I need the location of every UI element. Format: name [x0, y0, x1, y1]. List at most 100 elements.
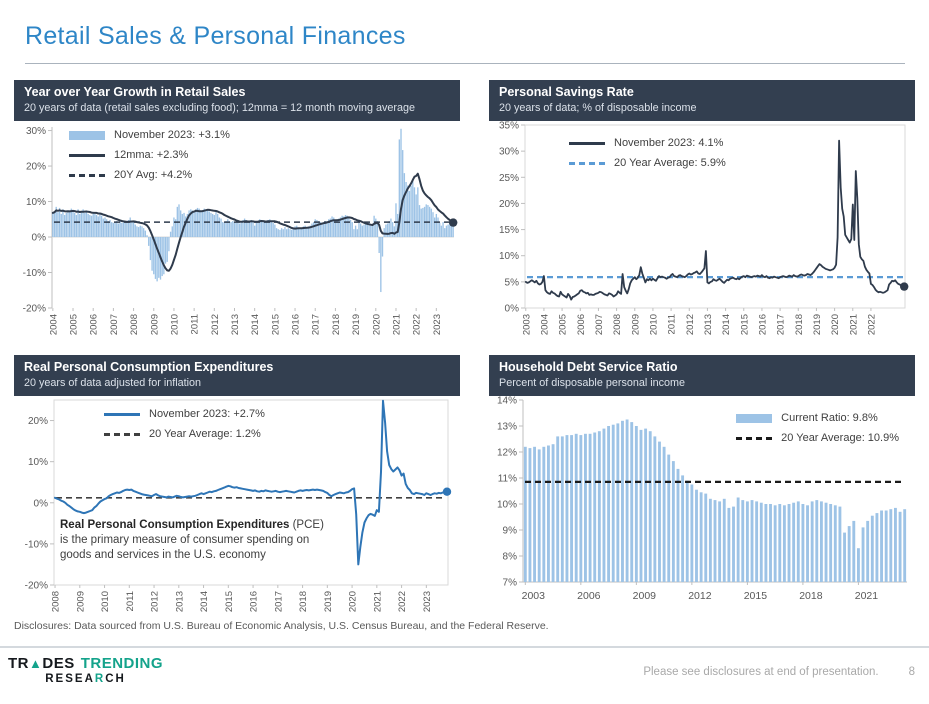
- bar: [796, 501, 800, 583]
- x-axis-label: 2011: [125, 591, 136, 611]
- x-axis-label: 2004: [539, 314, 550, 335]
- latest-value-dot: [442, 487, 452, 497]
- bar: [299, 229, 301, 238]
- bar: [321, 222, 323, 238]
- bar: [277, 229, 279, 238]
- bar: [161, 237, 163, 277]
- x-axis-label: 2013: [703, 314, 714, 335]
- bar: [240, 222, 242, 238]
- bar: [316, 220, 318, 238]
- y-axis-label: 20%: [28, 416, 48, 427]
- bar: [824, 502, 828, 583]
- bar: [94, 214, 96, 238]
- x-axis-label: 2018: [331, 314, 342, 335]
- x-axis-label: 2008: [129, 314, 140, 335]
- x-axis-label: 2017: [311, 314, 322, 335]
- x-axis-label: 2013: [230, 314, 241, 335]
- bar: [852, 521, 856, 583]
- bar: [439, 222, 441, 238]
- bar: [211, 214, 214, 238]
- bar: [435, 214, 438, 238]
- bar: [307, 226, 310, 238]
- bar: [60, 214, 62, 238]
- panel-real-pce: Real Personal Consumption Expenditures 2…: [14, 355, 460, 630]
- legend-item: November 2023: +3.1%: [69, 129, 230, 141]
- bar: [420, 208, 422, 238]
- x-axis-label: 2017: [273, 591, 284, 612]
- bar: [156, 237, 158, 282]
- x-axis-label: 2020: [348, 591, 359, 612]
- bar: [708, 498, 712, 583]
- bar: [250, 220, 252, 238]
- x-axis-label: 2022: [397, 591, 408, 612]
- bar: [208, 211, 210, 238]
- bar: [433, 217, 436, 238]
- chart-header: Household Debt Service Ratio Percent of …: [489, 355, 915, 397]
- logo-line-1: TR▲DES TRENDING: [8, 656, 163, 672]
- bar: [129, 217, 131, 238]
- bar: [556, 436, 560, 583]
- bar: [52, 212, 54, 238]
- x-axis-label: 2023: [432, 314, 443, 335]
- bar: [104, 217, 106, 238]
- bar: [200, 210, 202, 238]
- bar: [117, 223, 120, 238]
- bar: [109, 220, 111, 238]
- plot-border: [524, 124, 906, 309]
- bar: [193, 211, 195, 238]
- x-axis-label: 2018: [799, 590, 823, 602]
- bar: [174, 219, 177, 238]
- y-axis-label: 12%: [497, 448, 517, 459]
- bar: [381, 237, 384, 257]
- chart-header: Personal Savings Rate 20 years of data; …: [489, 80, 915, 122]
- bar: [169, 231, 172, 238]
- bar: [95, 215, 98, 238]
- y-axis-label: 13%: [497, 422, 517, 433]
- chart-title: Real Personal Consumption Expenditures: [24, 360, 274, 374]
- bar: [180, 210, 182, 238]
- bar: [218, 217, 221, 238]
- bar: [319, 222, 321, 238]
- bar: [430, 208, 432, 238]
- legend: November 2023: +3.1% 12mma: +2.3% 20Y Avg:…: [69, 129, 230, 181]
- bar: [90, 215, 93, 238]
- x-axis-label: 2019: [812, 314, 823, 335]
- bar: [201, 211, 204, 238]
- x-axis-label: 2014: [721, 314, 732, 335]
- bar: [314, 219, 316, 238]
- bar: [395, 203, 397, 238]
- bar: [415, 194, 417, 238]
- bar: [447, 224, 449, 238]
- bar: [79, 214, 81, 238]
- bar: [778, 504, 782, 583]
- bar: [574, 433, 578, 583]
- x-axis-label: 2007: [594, 314, 605, 335]
- bar: [291, 230, 293, 238]
- bar: [186, 214, 189, 238]
- bar: [301, 228, 303, 238]
- bar: [843, 532, 846, 583]
- bar: [699, 492, 703, 583]
- bar: [386, 223, 389, 238]
- bar: [528, 448, 532, 583]
- bar: [806, 505, 809, 583]
- bar: [230, 222, 232, 238]
- logo-trending: TRENDING: [80, 655, 164, 672]
- bar: [275, 228, 278, 238]
- bar: [607, 426, 611, 583]
- legend-label: 12mma: +2.3%: [114, 149, 189, 162]
- x-axis-label: 2019: [351, 314, 362, 335]
- bar: [391, 222, 394, 238]
- retail-growth-chart: 30% 20% 10% 0% -10% -20% 2004 2005 2006 2007 2008 2…: [14, 121, 460, 351]
- chart-subtitle: 20 years of data; % of disposable income: [499, 101, 697, 114]
- bar: [801, 504, 805, 583]
- series-line: [51, 172, 455, 272]
- bar: [425, 204, 427, 238]
- bar: [759, 502, 763, 583]
- legend: Current Ratio: 9.8% 20 Year Average: 10.9…: [736, 412, 899, 444]
- bar: [82, 209, 84, 238]
- y-axis-label: 35%: [499, 121, 519, 132]
- bar: [560, 436, 564, 583]
- bar: [579, 435, 583, 583]
- savings-rate-chart: 35% 30% 25% 20% 15% 10% 5% 0% 2003 2004 2005 2006 20…: [489, 121, 915, 351]
